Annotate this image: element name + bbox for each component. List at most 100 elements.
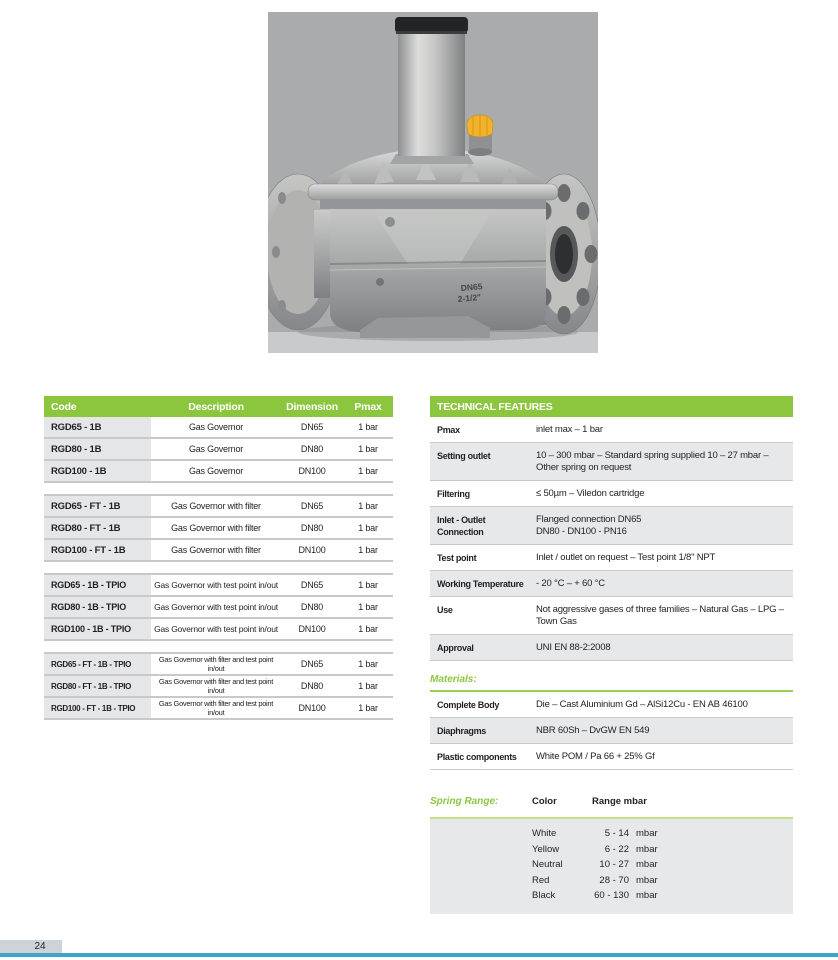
cell-dimension: DN100 — [298, 466, 326, 476]
cell-dimension: DN80 — [300, 444, 324, 454]
spring-color: Black — [532, 890, 556, 901]
cell-dimension: DN65 — [300, 659, 324, 669]
cell-pmax: 1 bar — [358, 624, 378, 634]
table-row: RGD65 - FT - 1B - TPIO Gas Governor with… — [44, 654, 393, 676]
feature-label: Filtering — [437, 489, 470, 499]
cell-code: RGD80 - FT - 1B - TPIO — [44, 676, 151, 696]
cell-dimension: DN65 — [300, 501, 324, 511]
feature-row: Inlet - Outlet Connection Flanged connec… — [430, 507, 793, 545]
materials-divider — [430, 690, 793, 692]
spring-color: Neutral — [532, 859, 563, 870]
feature-value: Inlet / outlet on request – Test point 1… — [536, 552, 716, 563]
page-number: 24 — [0, 940, 62, 953]
spring-color: Red — [532, 874, 550, 886]
cell-pmax: 1 bar — [358, 659, 378, 669]
cell-pmax: 1 bar — [358, 580, 378, 590]
spring-range-value: 28 - 70 — [599, 874, 629, 886]
gas-governor-illustration: DN65 2-1/2" — [255, 12, 602, 353]
cell-description: Gas Governor — [188, 444, 244, 454]
spring-range-value: 6 - 22 — [604, 843, 629, 855]
cell-code: RGD100 - 1B - TPIO — [44, 619, 151, 639]
material-value: White POM / Pa 66 + 25% Gf — [536, 751, 655, 762]
feature-row: Approval UNI EN 88-2:2008 — [430, 635, 793, 661]
cell-description: Gas Governor with test point in/out — [154, 602, 278, 612]
cell-pmax: 1 bar — [358, 523, 378, 533]
cell-description: Gas Governor with filter and test point … — [158, 655, 274, 673]
cell-description: Gas Governor — [188, 422, 244, 432]
spring-unit: mbar — [636, 828, 658, 839]
feature-value: Flanged connection DN65 DN80 - DN100 - P… — [536, 514, 642, 537]
cell-dimension: DN65 — [300, 422, 324, 432]
codes-group-governor: RGD65 - 1B Gas Governor DN65 1 bar RGD80… — [44, 417, 393, 483]
feature-label: Use — [437, 605, 453, 615]
feature-label: Working Temperature — [437, 579, 524, 589]
table-row: RGD100 - 1B Gas Governor DN100 1 bar — [44, 461, 393, 483]
codes-table-header: Code Description Dimension Pmax — [44, 396, 393, 417]
spring-color: Yellow — [532, 843, 560, 855]
cell-dimension: DN100 — [298, 624, 326, 634]
product-photo: DN65 2-1/2" — [255, 12, 602, 353]
cell-code: RGD65 - 1B — [44, 417, 151, 437]
cell-pmax: 1 bar — [358, 466, 378, 476]
header-dimension: Dimension — [286, 400, 338, 413]
material-value: Die – Cast Aluminium Gd – AlSi12Cu - EN … — [536, 699, 748, 710]
spring-range-divider — [430, 817, 793, 819]
table-row: RGD80 - 1B - TPIO Gas Governor with test… — [44, 597, 393, 619]
material-label: Diaphragms — [437, 726, 487, 736]
cell-code: RGD65 - FT - 1B - TPIO — [44, 654, 151, 674]
feature-row: Setting outlet 10 – 300 mbar – Standard … — [430, 443, 793, 481]
spring-row: Neutral 10 - 27 mbar — [430, 857, 793, 873]
cell-code: RGD65 - FT - 1B — [44, 496, 151, 516]
material-label: Plastic components — [437, 752, 517, 762]
spring-row: Yellow 6 - 22 mbar — [430, 842, 793, 858]
spring-row: Black 60 - 130 mbar — [430, 888, 793, 904]
header-pmax: Pmax — [354, 400, 382, 413]
cell-dimension: DN80 — [300, 681, 324, 691]
technical-features-rows: Pmax inlet max – 1 bar Setting outlet 10… — [430, 417, 793, 661]
table-row: RGD65 - 1B - TPIO Gas Governor with test… — [44, 575, 393, 597]
table-row: RGD65 - 1B Gas Governor DN65 1 bar — [44, 417, 393, 439]
cell-pmax: 1 bar — [358, 703, 378, 713]
cell-description: Gas Governor — [188, 466, 244, 476]
cell-dimension: DN80 — [300, 602, 324, 612]
material-row: Plastic components White POM / Pa 66 + 2… — [430, 744, 793, 770]
cell-pmax: 1 bar — [358, 422, 378, 432]
material-row: Complete Body Die – Cast Aluminium Gd – … — [430, 692, 793, 718]
cell-dimension: DN65 — [300, 580, 324, 590]
cell-description: Gas Governor with test point in/out — [154, 580, 278, 590]
table-row: RGD80 - FT - 1B - TPIO Gas Governor with… — [44, 676, 393, 698]
cell-description: Gas Governor with filter and test point … — [158, 677, 274, 695]
spring-range-title: Spring Range: — [430, 796, 499, 807]
body-marking-size: 2-1/2" — [457, 292, 481, 304]
cell-dimension: DN100 — [298, 703, 326, 713]
cell-code: RGD65 - 1B - TPIO — [44, 575, 151, 595]
cell-code: RGD100 - FT - 1B - TPIO — [44, 698, 151, 718]
feature-row: Filtering ≤ 50µm – Viledon cartridge — [430, 481, 793, 507]
product-codes-table: Code Description Dimension Pmax RGD65 - … — [44, 396, 393, 720]
spring-range-header: Spring Range: Color Range mbar — [430, 796, 793, 812]
cell-description: Gas Governor with filter — [171, 501, 261, 511]
feature-value: Not aggressive gases of three families –… — [536, 604, 784, 627]
material-label: Complete Body — [437, 700, 500, 710]
feature-label: Setting outlet — [437, 451, 491, 461]
codes-group-filter: RGD65 - FT - 1B Gas Governor with filter… — [44, 494, 393, 562]
cell-pmax: 1 bar — [358, 545, 378, 555]
spring-unit: mbar — [636, 874, 658, 886]
feature-label: Test point — [437, 553, 477, 563]
cell-description: Gas Governor with filter — [171, 523, 261, 533]
body-marking-dn: DN65 — [460, 281, 483, 293]
table-row: RGD80 - FT - 1B Gas Governor with filter… — [44, 518, 393, 540]
spring-color-header: Color — [532, 796, 557, 807]
footer-rule — [0, 953, 838, 957]
materials-section: Materials: Complete Body Die – Cast Alum… — [430, 674, 793, 770]
feature-label: Pmax — [437, 425, 460, 435]
header-description: Description — [188, 400, 244, 413]
spring-range-section: Spring Range: Color Range mbar White 5 -… — [430, 796, 793, 914]
cell-dimension: DN100 — [298, 545, 326, 555]
spring-range-header-label: Range mbar — [592, 796, 647, 807]
header-code: Code — [51, 400, 77, 413]
cell-description: Gas Governor with filter — [171, 545, 261, 555]
cell-pmax: 1 bar — [358, 444, 378, 454]
cell-code: RGD80 - 1B — [44, 439, 151, 459]
feature-value: - 20 °C – + 60 °C — [536, 578, 605, 589]
